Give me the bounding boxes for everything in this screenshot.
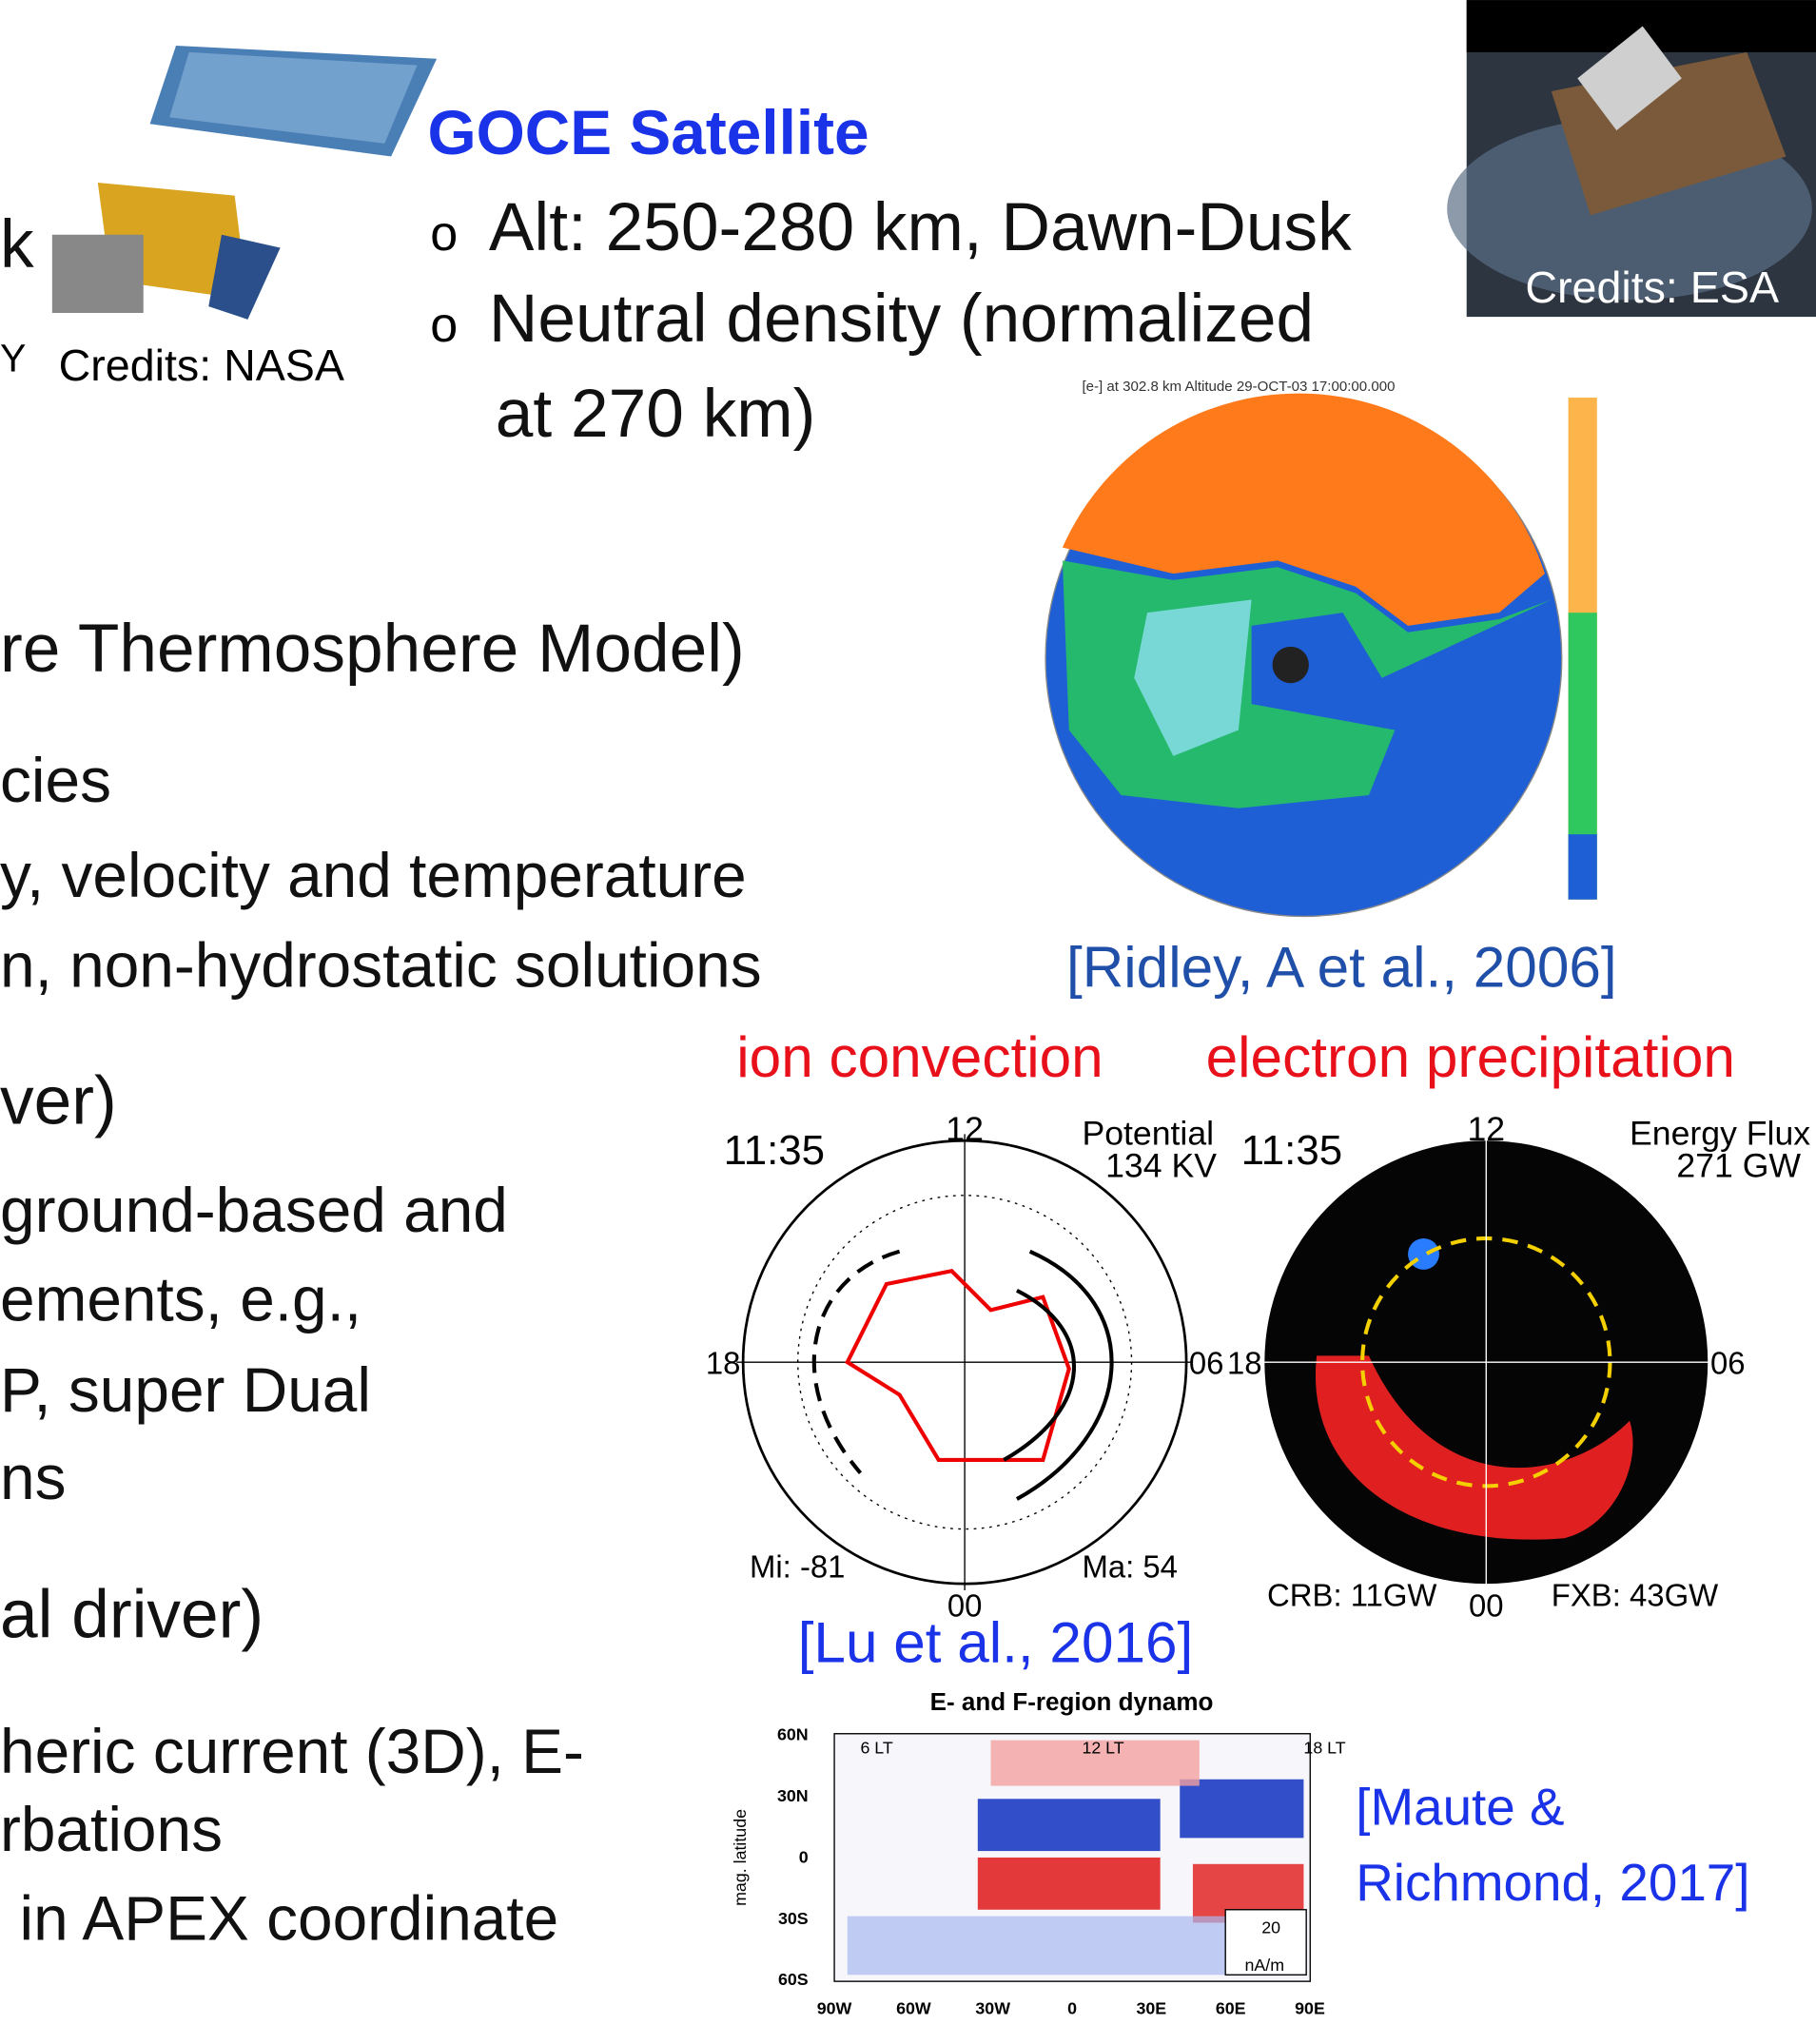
plot-caption: 271 GW (1676, 1147, 1801, 1185)
image-credit: Credits: ESA (1525, 263, 1779, 312)
ridley-plot (1045, 394, 1597, 917)
body-line: al driver) (0, 1576, 264, 1652)
plot-title: E- and F-region dynamo (930, 1687, 1214, 1716)
plot-caption: Ma: 54 (1082, 1548, 1178, 1584)
citation: [Ridley, A et al., 2006] (1066, 934, 1617, 999)
x-tick-label: 30E (1137, 1998, 1167, 2017)
citation: [Lu et al., 2016] (798, 1609, 1194, 1674)
bullet-text: Alt: 250-280 km, Dawn-Dusk (489, 189, 1352, 265)
x-tick-label: 90W (817, 1998, 852, 2017)
lt-label: 6 LT (860, 1738, 892, 1757)
plot-header: ion convection (736, 1024, 1103, 1089)
x-tick-label: 60W (896, 1998, 931, 2017)
body-line: ns (0, 1442, 66, 1512)
section-title: GOCE Satellite (427, 97, 869, 167)
body-line: n, non-hydrostatic solutions (0, 929, 762, 1000)
nasa-satellite-image (52, 46, 437, 320)
text-fragment: k (0, 206, 34, 282)
dynamo-plot (834, 1734, 1310, 1981)
body-line: rbations (0, 1794, 223, 1864)
ion-convection-plot (736, 1134, 1193, 1590)
image-credit: Credits: NASA (59, 341, 344, 390)
lt-label: 12 LT (1082, 1738, 1123, 1757)
bullet-text: Neutral density (normalized (489, 281, 1314, 357)
lt-label: 18 LT (1303, 1738, 1345, 1757)
y-axis-label: mag. latitude (731, 1809, 750, 1906)
body-line: ground-based and (0, 1175, 508, 1245)
x-tick-label: 90E (1295, 1998, 1325, 2017)
y-tick-label: 30N (777, 1786, 809, 1805)
plot-caption: FXB: 43GW (1552, 1577, 1718, 1612)
bullet: o (430, 206, 458, 262)
body-line: ements, e.g., (0, 1263, 361, 1333)
body-line: heric current (3D), E- (0, 1716, 584, 1786)
polar-label: 18 (706, 1346, 741, 1381)
polar-label: 12 (946, 1110, 984, 1148)
y-tick-label: 0 (799, 1847, 809, 1866)
time-label: 11:35 (724, 1127, 825, 1174)
text-fragment: Y (0, 337, 26, 380)
plot-caption: 134 KV (1105, 1147, 1217, 1185)
bullet: o (430, 298, 458, 353)
bullet-text: at 270 km) (496, 376, 816, 452)
y-tick-label: 60N (777, 1725, 809, 1744)
x-tick-label: 60E (1216, 1998, 1246, 2017)
x-tick-label: 30W (975, 1998, 1010, 2017)
y-tick-label: 60S (778, 1970, 809, 1989)
polar-label: 06 (1710, 1346, 1746, 1381)
scale-label: nA/m (1245, 1956, 1285, 1975)
time-label: 11:35 (1241, 1127, 1342, 1174)
polar-label: 12 (1467, 1110, 1505, 1148)
precipitation-plot (1258, 1134, 1714, 1590)
y-tick-label: 30S (778, 1909, 809, 1928)
citation: Richmond, 2017] (1356, 1853, 1749, 1912)
slide: k Y Credits: NASA GOCE Satellite o Alt: … (0, 0, 1816, 2044)
body-line: P, super Dual (0, 1354, 371, 1425)
polar-label: 00 (1469, 1587, 1504, 1623)
x-tick-label: 0 (1067, 1998, 1077, 2017)
body-line: y, velocity and temperature (0, 840, 747, 910)
plot-title: [e-] at 302.8 km Altitude 29-OCT-03 17:0… (1082, 379, 1395, 395)
body-text: re Thermosphere Model) cies y, velocity … (0, 611, 762, 1953)
polar-label: 18 (1227, 1346, 1262, 1381)
body-line: in APEX coordinate (20, 1882, 559, 1953)
body-line: re Thermosphere Model) (0, 611, 745, 687)
body-line: cies (0, 745, 111, 815)
polar-label: 06 (1189, 1346, 1224, 1381)
plot-header: electron precipitation (1206, 1024, 1735, 1089)
scale-label: 20 (1261, 1917, 1280, 1937)
citation: [Maute & (1356, 1778, 1564, 1837)
body-line: ver) (0, 1062, 117, 1139)
plot-caption: Mi: -81 (750, 1548, 845, 1584)
plot-caption: CRB: 11GW (1267, 1577, 1436, 1612)
